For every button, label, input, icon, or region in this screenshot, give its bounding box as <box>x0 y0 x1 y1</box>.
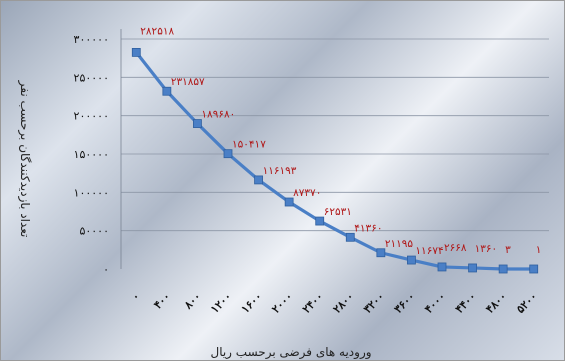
data-label: ۱۸۹۶۸۰ <box>201 109 235 121</box>
y-tick-label: ۳۰۰۰۰۰ <box>74 33 109 46</box>
x-tick-label: ۲۴۰۰ <box>300 290 326 316</box>
data-label: ۱۱۶۷۴ <box>415 245 444 257</box>
series-line <box>135 51 534 271</box>
data-label: ۳ <box>505 244 511 256</box>
x-tick-label: ۱۲۰۰ <box>208 290 234 316</box>
series-visitors <box>131 48 539 274</box>
data-point <box>284 197 294 207</box>
data-label: ۲۸۲۵۱۸ <box>140 25 174 37</box>
y-tick-label: ۱۰۰۰۰۰ <box>74 186 109 199</box>
x-tick-label: ۴۴۰۰ <box>453 290 479 316</box>
x-axis-title: ورودیه های فرضی برحسب ریال <box>210 345 371 360</box>
data-point <box>407 255 416 265</box>
y-tick-label: ۲۵۰۰۰۰ <box>74 71 109 84</box>
data-label: ۲۳۱۸۵۷ <box>171 76 205 88</box>
y-tick-label: ۰ <box>103 263 109 276</box>
x-tick-label: ۴۸۰۰ <box>483 290 509 316</box>
data-point <box>162 86 172 96</box>
data-point <box>254 175 263 185</box>
x-tick-label: ۴۰۰ <box>151 290 173 312</box>
data-point <box>345 232 355 242</box>
axes: ۰ ۵۰۰۰۰ ۱۰۰۰۰۰ ۱۵۰۰۰۰ ۲۰۰۰۰۰ ۲۵۰۰۰۰ ۳۰۰۰۰۰ ۰ ۴۰۰… <box>74 29 540 316</box>
data-label: ۱۳۶۰ <box>475 243 498 255</box>
data-label: ۶۲۵۳۱ <box>324 206 352 218</box>
data-point <box>529 264 539 274</box>
data-point <box>131 48 141 57</box>
x-tick-label: ۴۰۰۰ <box>422 290 448 316</box>
x-tick-label: ۸۰۰ <box>181 290 203 312</box>
data-label: ۲۶۶۸ <box>444 242 467 254</box>
data-label: ۸۷۳۷۰ <box>293 187 321 199</box>
data-point <box>498 264 508 274</box>
y-tick-label: ۲۰۰۰۰۰ <box>74 110 109 123</box>
data-label: ۱ <box>536 244 542 256</box>
y-tick-label: ۱۵۰۰۰۰ <box>74 148 109 161</box>
gridlines <box>121 38 549 232</box>
x-tick-label: ۲۸۰۰ <box>330 290 356 316</box>
data-point <box>468 263 477 273</box>
x-tick-label: ۳۲۰۰ <box>361 290 387 316</box>
data-point <box>223 149 233 159</box>
y-axis-title: تعداد بازدیدکنندگان برحسب نفر <box>17 80 32 238</box>
data-point <box>193 119 202 128</box>
data-point <box>376 248 386 258</box>
x-tick-label: ۵۲۰۰ <box>514 290 540 316</box>
y-tick-label: ۵۰۰۰۰ <box>79 225 109 238</box>
data-point <box>315 216 325 226</box>
data-label: ۴۱۳۶۰ <box>354 222 382 234</box>
data-label: ۲۱۱۹۵ <box>385 238 414 250</box>
data-label: ۱۵۰۴۱۷ <box>232 139 266 151</box>
data-point <box>437 262 447 272</box>
x-tick-label: ۱۶۰۰ <box>239 290 265 316</box>
x-tick-label: ۰ <box>129 290 142 303</box>
data-label: ۱۱۶۱۹۳ <box>263 165 297 177</box>
x-tick-label: ۳۶۰۰ <box>392 290 418 316</box>
data-labels: ۲۸۲۵۱۸ ۲۳۱۸۵۷ ۱۸۹۶۸۰ ۱۵۰۴۱۷ ۱۱۶۱۹۳ ۸۷۳۷۰۶۲۵۳۱… <box>140 25 541 257</box>
x-tick-label: ۲۰۰۰ <box>269 290 295 316</box>
